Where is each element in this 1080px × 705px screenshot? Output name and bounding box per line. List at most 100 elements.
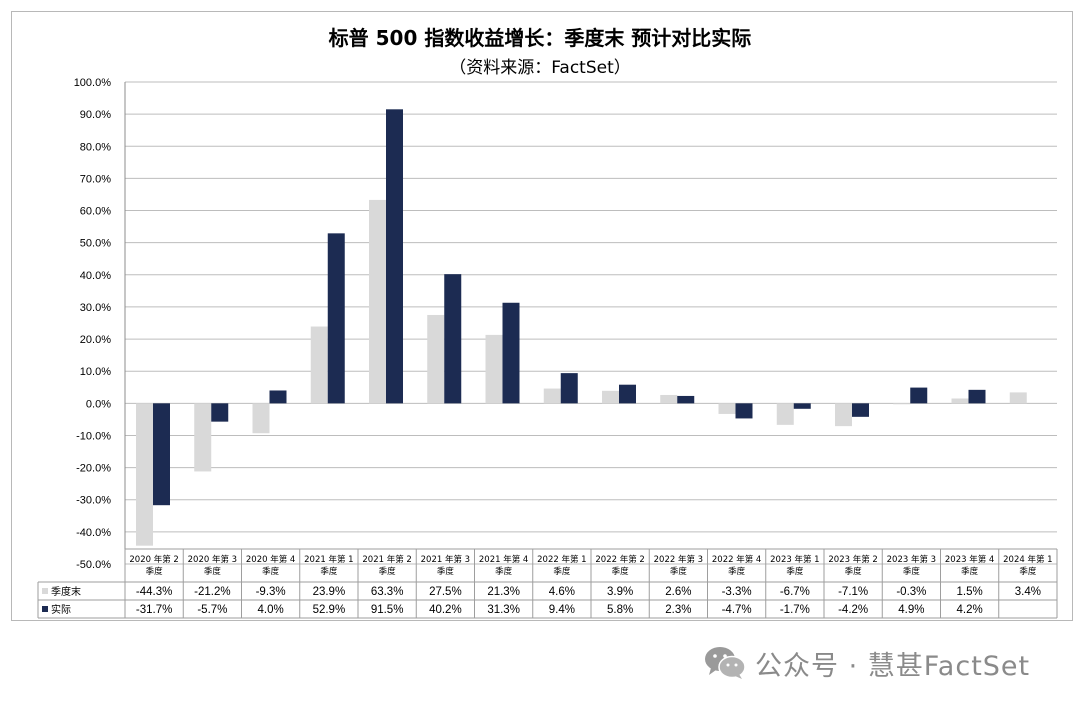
category-label: 2022 年第 1 xyxy=(537,554,586,565)
y-tick-label: -10.0% xyxy=(76,430,111,442)
category-label: 季度 xyxy=(612,566,630,577)
category-label: 2023 年第 3 xyxy=(887,554,936,565)
data-label: -4.2% xyxy=(838,604,868,616)
y-tick-label: 30.0% xyxy=(80,302,111,314)
legend-swatch-actual xyxy=(42,606,48,612)
bar-actual xyxy=(153,403,170,506)
category-label: 2022 年第 3 xyxy=(654,554,703,565)
data-label: 23.9% xyxy=(313,586,346,598)
bar-actual xyxy=(852,403,869,417)
category-label: 季度 xyxy=(204,566,222,577)
data-label: 1.5% xyxy=(957,586,983,598)
data-label: 3.9% xyxy=(607,586,633,598)
category-label: 2022 年第 4 xyxy=(712,554,761,565)
wechat-icon xyxy=(705,647,746,679)
bar-forecast xyxy=(194,403,212,472)
bar-forecast xyxy=(310,326,328,404)
category-label: 季度 xyxy=(786,566,804,577)
legend-label: 季度末 xyxy=(51,585,81,598)
category-label: 季度 xyxy=(1019,566,1037,577)
bar-forecast xyxy=(369,199,386,404)
y-tick-label: 40.0% xyxy=(80,270,111,282)
chart-subtitle: （资料来源：FactSet） xyxy=(449,58,631,78)
data-label: 4.6% xyxy=(549,586,575,598)
legend-swatch-forecast xyxy=(42,588,48,594)
data-label: -6.7% xyxy=(780,586,810,598)
data-label: 3.4% xyxy=(1015,586,1041,598)
category-label: 2022 年第 2 xyxy=(595,554,644,565)
y-tick-label: 60.0% xyxy=(80,206,111,218)
category-label: 2021 年第 1 xyxy=(304,554,353,565)
y-tick-label: 80.0% xyxy=(80,141,111,153)
category-label: 2023 年第 4 xyxy=(945,554,994,565)
data-label: -9.3% xyxy=(256,586,286,598)
category-label: 季度 xyxy=(379,566,397,577)
bar-forecast xyxy=(718,403,736,414)
bar-actual xyxy=(269,390,287,404)
data-label: 5.8% xyxy=(607,604,633,616)
y-tick-label: 100.0% xyxy=(74,77,112,89)
watermark-text: 公众号 · 慧甚FactSet xyxy=(755,650,1031,682)
gridlines xyxy=(125,81,1057,565)
watermark: 公众号 · 慧甚FactSet xyxy=(703,643,1030,683)
bar-forecast xyxy=(893,403,911,405)
bar-actual xyxy=(560,373,578,404)
category-label: 2024 年第 1 xyxy=(1003,554,1052,565)
data-label: 21.3% xyxy=(487,586,520,598)
category-label: 季度 xyxy=(146,566,164,577)
data-label: -5.7% xyxy=(197,604,227,616)
category-label: 2020 年第 3 xyxy=(188,554,237,565)
bar-forecast xyxy=(660,394,678,404)
data-label: -7.1% xyxy=(838,586,868,598)
y-tick-label: 70.0% xyxy=(80,173,111,185)
y-tick-label: 20.0% xyxy=(80,334,111,346)
bar-forecast xyxy=(252,403,270,434)
bar-forecast xyxy=(835,403,852,427)
category-label: 2020 年第 2 xyxy=(129,554,178,565)
category-label: 季度 xyxy=(961,566,979,577)
y-tick-label: -20.0% xyxy=(76,463,111,475)
bar-forecast xyxy=(427,314,445,404)
data-label: -4.7% xyxy=(722,604,752,616)
bar-actual xyxy=(502,302,520,404)
category-label: 季度 xyxy=(437,566,455,577)
data-label: -44.3% xyxy=(136,586,172,598)
bar-actual xyxy=(793,403,811,409)
category-label: 2021 年第 3 xyxy=(421,554,470,565)
y-tick-label: -30.0% xyxy=(76,495,111,507)
bar-forecast xyxy=(951,398,969,404)
bar-actual xyxy=(211,403,229,422)
legend-label: 实际 xyxy=(51,603,71,616)
chart-title: 标普 500 指数收益增长：季度末 预计对比实际 xyxy=(328,26,752,50)
data-label: -21.2% xyxy=(194,586,230,598)
y-tick-label: 90.0% xyxy=(80,109,111,121)
data-label: 4.0% xyxy=(258,604,284,616)
data-label: -0.3% xyxy=(896,586,926,598)
data-label: -3.3% xyxy=(722,586,752,598)
category-label: 2021 年第 4 xyxy=(479,554,528,565)
bar-forecast xyxy=(136,403,153,546)
y-tick-label: 50.0% xyxy=(80,238,111,250)
data-label: -31.7% xyxy=(136,604,172,616)
bar-forecast xyxy=(485,334,503,404)
y-axis: -50.0% -40.0% -30.0% -20.0% -10.0% 0.0% 10.0% 2… xyxy=(74,77,126,571)
bar-actual xyxy=(968,389,986,404)
data-label: 4.2% xyxy=(957,604,983,616)
data-label: 2.3% xyxy=(665,604,691,616)
bar-actual xyxy=(386,109,403,404)
category-label: 季度 xyxy=(903,566,921,577)
data-label: -1.7% xyxy=(780,604,810,616)
bar-forecast xyxy=(602,390,619,404)
bar-actual xyxy=(327,233,345,404)
data-label: 40.2% xyxy=(429,604,462,616)
category-label: 2020 年第 4 xyxy=(246,554,295,565)
y-tick-label: 10.0% xyxy=(80,366,111,378)
bar-actual xyxy=(735,403,753,419)
category-label: 季度 xyxy=(262,566,280,577)
data-label: 63.3% xyxy=(371,586,404,598)
bar-actual xyxy=(677,395,695,404)
category-label: 季度 xyxy=(553,566,571,577)
y-tick-label: -50.0% xyxy=(76,559,111,571)
